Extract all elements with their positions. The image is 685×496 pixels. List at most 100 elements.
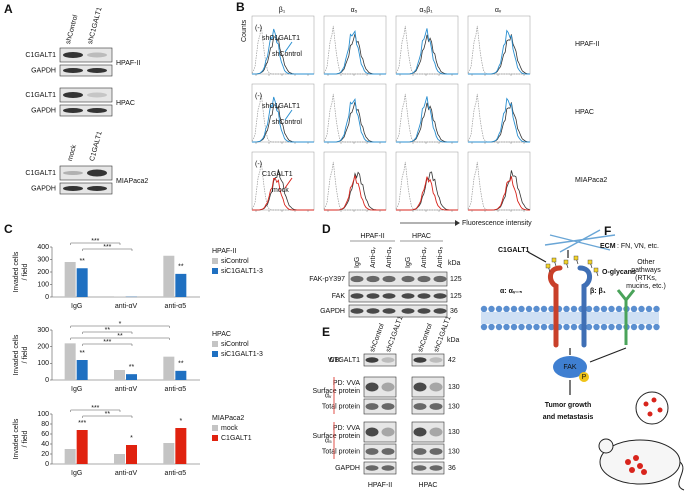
test-curve: [396, 176, 458, 211]
unit-label: kDa: [447, 337, 460, 344]
lipid-head: [503, 305, 510, 313]
y-tick-label: 0: [45, 294, 49, 301]
lipid-head: [593, 305, 600, 313]
band: [63, 92, 83, 98]
control-curve: [324, 101, 386, 143]
band: [433, 293, 447, 299]
blot: [59, 87, 113, 103]
legend-swatch: [212, 258, 218, 264]
control-curve: [468, 34, 531, 75]
y-axis-label: Invaded cells: [13, 418, 20, 459]
control-curve: [396, 102, 458, 143]
ecm-fiber: [544, 229, 616, 253]
blot: [411, 398, 445, 415]
y-axis-label: / field: [22, 431, 29, 448]
lipid-head: [533, 323, 540, 331]
cell-label: HPAF-II: [116, 60, 140, 67]
lipid-head: [533, 305, 540, 313]
band: [365, 382, 379, 392]
cell-label: MIAPaca2: [116, 178, 148, 185]
band: [365, 448, 379, 455]
ecm-label: ECM: [600, 243, 616, 250]
panel-label: E: [322, 325, 330, 339]
band: [366, 308, 380, 314]
lipid-head: [540, 305, 548, 313]
lipid-head: [525, 323, 533, 331]
y-axis-label: Invaded cells: [13, 251, 20, 292]
isotype-curve: [395, 25, 458, 75]
bracket: [70, 409, 121, 412]
axis-label: Fluorescence intensity: [462, 220, 532, 227]
lane-label: shControl: [65, 14, 80, 45]
blot: [348, 289, 448, 303]
lipid-head: [563, 323, 570, 331]
bracket-label: **: [117, 333, 123, 340]
y-tick-label: 100: [37, 281, 49, 288]
annotation: mock: [272, 187, 289, 194]
legend-label: siC1GALT1-3: [221, 268, 263, 275]
blot: [363, 398, 397, 415]
lipid-head: [488, 323, 495, 331]
bar: [163, 443, 175, 464]
isotype-curve: [467, 93, 530, 143]
band: [87, 68, 107, 73]
y-axis-label: / field: [22, 347, 29, 364]
band: [382, 293, 396, 299]
test-curve: [396, 28, 458, 75]
lane-label: C1GALT1: [89, 131, 104, 162]
kda-label: 130: [448, 384, 460, 391]
row-label: FAK: [332, 293, 346, 300]
lipid-head: [525, 305, 533, 313]
panel-label: D: [322, 222, 331, 236]
membrane: [480, 305, 660, 331]
other-pathways: (RTKs,: [635, 275, 657, 282]
histogram-frame: [395, 151, 459, 211]
bar: [114, 370, 125, 380]
legend-label: siControl: [221, 341, 249, 348]
row-label: Total protein: [322, 448, 360, 455]
mouse-tail: [678, 461, 685, 491]
significance: ***: [78, 420, 86, 427]
bar: [175, 370, 187, 380]
lipid-head: [510, 305, 518, 313]
alpha-label: α: αᵥ₋₅: [500, 288, 522, 295]
blot: [411, 376, 445, 398]
band: [381, 427, 395, 437]
bracket: [70, 242, 121, 245]
glycan: [587, 259, 593, 265]
lipid-head: [585, 323, 593, 331]
y-tick-label: 300: [37, 256, 49, 263]
bracket-label: ***: [103, 339, 111, 346]
tumor: [651, 397, 657, 403]
x-tick-label: anti-αV: [115, 303, 138, 310]
lipid-head: [608, 323, 615, 331]
bar: [76, 360, 88, 380]
annotation: shControl: [272, 119, 302, 126]
row-label: GAPDH: [31, 185, 56, 192]
cell-label: HPAF-II: [368, 482, 392, 489]
bracket-label: ***: [103, 244, 111, 251]
lipid-head: [638, 305, 645, 313]
histogram-frame: [323, 15, 387, 75]
lipid-head: [600, 323, 608, 331]
lipid-head: [608, 305, 615, 313]
bracket: [82, 415, 133, 418]
band: [365, 403, 379, 410]
band: [413, 403, 427, 410]
glycan: [563, 259, 569, 265]
lipid-head: [495, 305, 503, 313]
lipid-head: [540, 323, 548, 331]
kda-label: 36: [448, 465, 456, 472]
bar: [163, 356, 175, 380]
bracket-label: **: [105, 411, 111, 418]
bar: [163, 255, 175, 297]
bar: [175, 273, 187, 297]
lipid-head: [518, 323, 525, 331]
band: [63, 186, 83, 191]
blot: [363, 461, 397, 475]
band: [381, 448, 395, 455]
band: [417, 293, 431, 299]
legend-title: MIAPaca2: [212, 415, 244, 422]
x-tick-label: IgG: [71, 386, 82, 393]
lipid-head: [638, 323, 645, 331]
